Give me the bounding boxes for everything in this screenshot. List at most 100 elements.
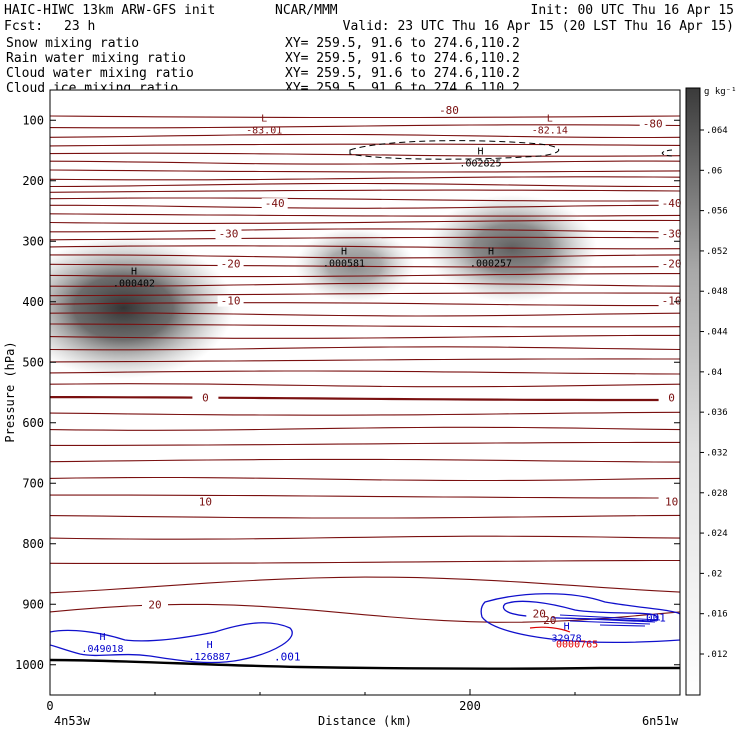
field-name: Rain water mixing ratio	[6, 51, 186, 66]
extremum-value: -82.14	[532, 125, 568, 136]
temperature-contour	[50, 133, 680, 139]
y-tick-label: 400	[22, 295, 44, 309]
cloud-water-contour	[502, 600, 659, 622]
contour-label-bg	[526, 608, 553, 620]
contour-label-bg	[658, 392, 685, 404]
temperature-label: -80	[643, 117, 663, 130]
temperature-contour	[50, 254, 680, 259]
temperature-contour	[50, 370, 680, 375]
temperature-label: -30	[219, 227, 239, 240]
contour-label-bg	[192, 496, 219, 508]
colorbar-tick-label: .06	[706, 166, 722, 176]
temperature-label: -10	[221, 295, 241, 308]
temperature-contour	[50, 441, 680, 446]
extremum-value: .002825	[459, 159, 501, 170]
temperature-contours	[50, 115, 680, 623]
colorbar-ticks: .012 .016 .02 .024 .028 .032 .036 .04 .044 .048 .0…	[700, 126, 728, 660]
extremum-value: 32978	[552, 633, 582, 644]
temperature-contour	[50, 143, 680, 147]
y-tick-label: 200	[22, 174, 44, 188]
contour-label-bg	[436, 104, 462, 116]
temperature-contour	[50, 176, 680, 181]
extremum-value: .000402	[113, 278, 155, 289]
temperature-label: 20	[148, 598, 161, 611]
y-tick-label: 600	[22, 416, 44, 430]
temperature-contour	[50, 204, 680, 209]
extremum-marker: L	[261, 113, 267, 124]
extremum-marker: H	[131, 266, 137, 277]
fcst-value: 23 h	[64, 19, 95, 34]
temperature-contour	[50, 312, 680, 317]
snow-maximum	[50, 236, 234, 379]
extremum-value: .126887	[189, 652, 231, 663]
temperature-label: -20	[221, 258, 241, 271]
extremum-marker: H	[341, 246, 347, 257]
rain-water-contour	[529, 626, 571, 633]
contour-labels: -80-80-40 -40-30 -30-20 -20-10 -100 010 102020…	[81, 104, 685, 663]
field-name: Snow mixing ratio	[6, 36, 139, 51]
colorbar	[685, 87, 701, 696]
contour-label-bg	[217, 295, 244, 307]
field-name: Cloud water mixing ratio	[6, 66, 194, 81]
cloud-water-contour	[50, 622, 293, 664]
colorbar-tick-label: .056	[706, 207, 728, 217]
temperature-contour	[50, 535, 680, 540]
colorbar-tick-label: .04	[706, 368, 722, 378]
init-time: Init: 00 UTC Thu 16 Apr 15	[531, 3, 735, 18]
y-axis-title: Pressure (hPa)	[3, 341, 17, 442]
temperature-contour	[50, 236, 680, 241]
model-title: HAIC-HIWC 13km ARW-GFS init	[4, 3, 215, 18]
temperature-contour	[50, 334, 680, 339]
contour-label-bg	[217, 258, 244, 270]
x-tick-label: 0	[46, 699, 53, 713]
field-xy: XY= 259.5, 91.6 to 274.6,110.2	[285, 36, 520, 51]
ice-contour	[661, 149, 673, 157]
extremum-marker: H	[207, 640, 213, 651]
y-tick-label: 800	[22, 537, 44, 551]
temperature-contour	[50, 245, 680, 250]
extremum-marker: H	[99, 632, 105, 643]
x-tick-label: 200	[459, 699, 481, 713]
extremum-value: .049018	[81, 644, 123, 655]
contour-label-bg	[215, 228, 242, 240]
contour-label-bg	[192, 392, 219, 404]
temperature-contour	[50, 152, 680, 157]
temperature-contour	[50, 282, 680, 287]
cloud-label: 20	[543, 614, 556, 627]
temperature-contour	[50, 213, 680, 217]
institution-label: NCAR/MMM	[275, 3, 338, 18]
extremum-marker: H	[564, 621, 570, 632]
contour-label-bg	[658, 258, 685, 270]
extremum-marker: L	[547, 113, 553, 124]
temperature-contour	[50, 124, 680, 129]
temperature-contour	[50, 411, 680, 416]
temperature-label: -80	[439, 104, 459, 117]
extremum-value: -83.01	[246, 125, 282, 136]
terrain-line	[49, 658, 680, 670]
temperature-contour	[50, 346, 680, 351]
temperature-label: -30	[662, 227, 682, 240]
temperature-label: 10	[199, 495, 212, 508]
temperature-contour	[50, 219, 680, 224]
colorbar-tick-label: .028	[706, 489, 728, 499]
valid-time: Valid: 23 UTC Thu 16 Apr 15 (20 LST Thu …	[343, 19, 734, 34]
temperature-contour	[50, 358, 680, 363]
colorbar-tick-label: .02	[706, 569, 722, 579]
temperature-contour	[50, 494, 680, 499]
contour-label-bg	[658, 198, 685, 210]
temperature-label: 20	[533, 607, 546, 620]
y-tick-label: 1000	[15, 658, 44, 672]
colorbar-tick-label: .052	[706, 247, 728, 257]
temperature-contour	[50, 559, 680, 564]
temperature-contour	[50, 115, 680, 119]
cloud-water-contour	[559, 614, 661, 627]
temperature-contour	[50, 273, 680, 278]
temperature-contour	[50, 514, 680, 519]
y-tick-label: 500	[22, 355, 44, 369]
extremum-value: .000581	[323, 258, 365, 269]
cloud-label: .001	[639, 612, 666, 625]
colorbar-tick-label: .064	[706, 126, 728, 136]
colorbar-tick-label: .012	[706, 650, 728, 660]
temperature-contour	[50, 302, 680, 307]
